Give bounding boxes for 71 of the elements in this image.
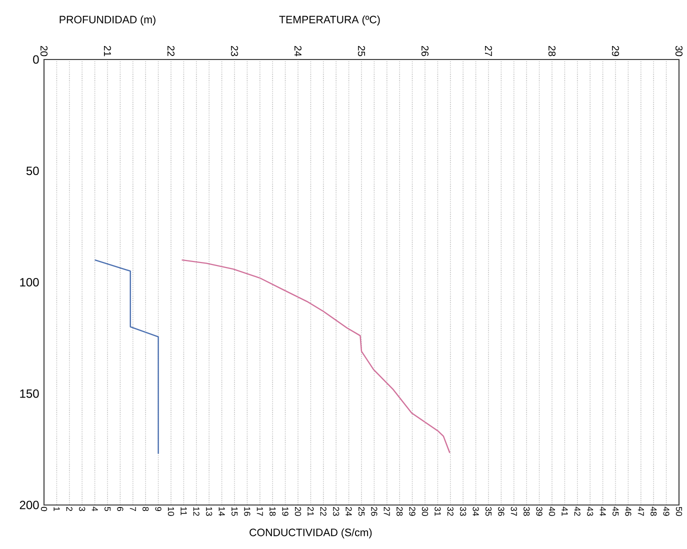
x-tick-label: 26 [371, 507, 378, 516]
x-tick-label: 19 [282, 507, 288, 516]
y-tick-label: 200 [20, 500, 39, 510]
x-tick-label: 16 [244, 507, 250, 516]
x2-tick-label: 28 [548, 46, 556, 56]
x-tick-label: 4 [92, 506, 98, 512]
x-tick-label: 45 [612, 506, 619, 516]
line-series [94, 259, 159, 454]
x2-axis-title: TEMPERATURA (ºC) [279, 16, 380, 26]
x-tick-label: 6 [117, 507, 124, 512]
x-tick-label: 44 [600, 506, 606, 516]
x2-tick-label: 24 [294, 46, 302, 56]
x-tick-label: 35 [485, 506, 492, 516]
x-tick-label: 18 [270, 507, 276, 516]
x-tick-label: 48 [650, 506, 657, 516]
y-axis-title: PROFUNDIDAD (m) [60, 16, 156, 26]
x-tick-label: 49 [663, 506, 670, 516]
x-tick-label: 23 [333, 507, 340, 516]
x-tick-label: 29 [409, 507, 416, 516]
x-axis-title: CONDUCTIVIDAD (S/cm) [250, 528, 372, 538]
x2-tick-label: 22 [168, 46, 174, 56]
x-tick-label: 47 [638, 506, 644, 516]
x2-tick-label: 20 [40, 46, 48, 56]
x-tick-label: 38 [524, 506, 530, 516]
x-tick-label: 34 [472, 506, 479, 516]
x-tick-label: 12 [193, 507, 200, 516]
y-tick-label: 100 [20, 278, 39, 286]
x-tick-label: 27 [384, 507, 390, 516]
x-tick-label: 21 [308, 507, 314, 516]
x-tick-label: 24 [346, 507, 352, 516]
x-tick-label: 2 [66, 507, 72, 511]
x2-tick-label: 30 [675, 46, 683, 56]
x-tick-label: 9 [155, 506, 162, 511]
x2-tick-label: 29 [612, 46, 620, 56]
y-tick-label: 150 [20, 389, 39, 398]
x-tick-label: 3 [79, 506, 86, 512]
x-tick-label: 50 [676, 506, 682, 516]
x-tick-label: 11 [180, 507, 187, 516]
x-tick-label: 31 [434, 506, 441, 516]
x2-tick-label: 25 [358, 46, 366, 56]
x-tick-label: 5 [104, 506, 111, 512]
y-tick-label: 50 [26, 166, 39, 176]
x-tick-label: 40 [548, 506, 556, 516]
x-tick-label: 30 [422, 506, 428, 516]
x-tick-label: 17 [256, 507, 263, 516]
x-tick-label: 41 [562, 506, 568, 516]
x-tick-label: 10 [168, 507, 174, 516]
x-tick-label: 42 [574, 506, 580, 516]
x-tick-label: 37 [510, 506, 517, 516]
x-tick-label: 15 [231, 507, 238, 516]
x-tick-label: 22 [320, 507, 326, 516]
x-tick-label: 33 [460, 506, 466, 516]
x2-tick-label: 27 [485, 46, 492, 56]
x-tick-label: 46 [625, 506, 632, 516]
x-tick-label: 20 [294, 507, 302, 516]
x2-tick-label: 21 [104, 46, 111, 56]
x-tick-label: 0 [40, 506, 48, 512]
x2-tick-label: 26 [421, 46, 429, 56]
x-tick-label: 32 [447, 506, 454, 516]
x-tick-label: 8 [142, 506, 149, 512]
x-tick-label: 14 [218, 507, 225, 516]
x-tick-label: 39 [536, 506, 542, 516]
x-tick-label: 43 [587, 506, 594, 516]
x-tick-label: 1 [54, 507, 60, 511]
x-tick-label: 7 [130, 507, 136, 511]
x-tick-label: 36 [498, 506, 504, 516]
y-tick-label: 0 [33, 55, 39, 64]
x-tick-label: 25 [358, 507, 365, 516]
x2-tick-label: 23 [230, 46, 238, 56]
x-tick-label: 28 [396, 507, 403, 516]
x-tick-label: 13 [206, 507, 212, 516]
